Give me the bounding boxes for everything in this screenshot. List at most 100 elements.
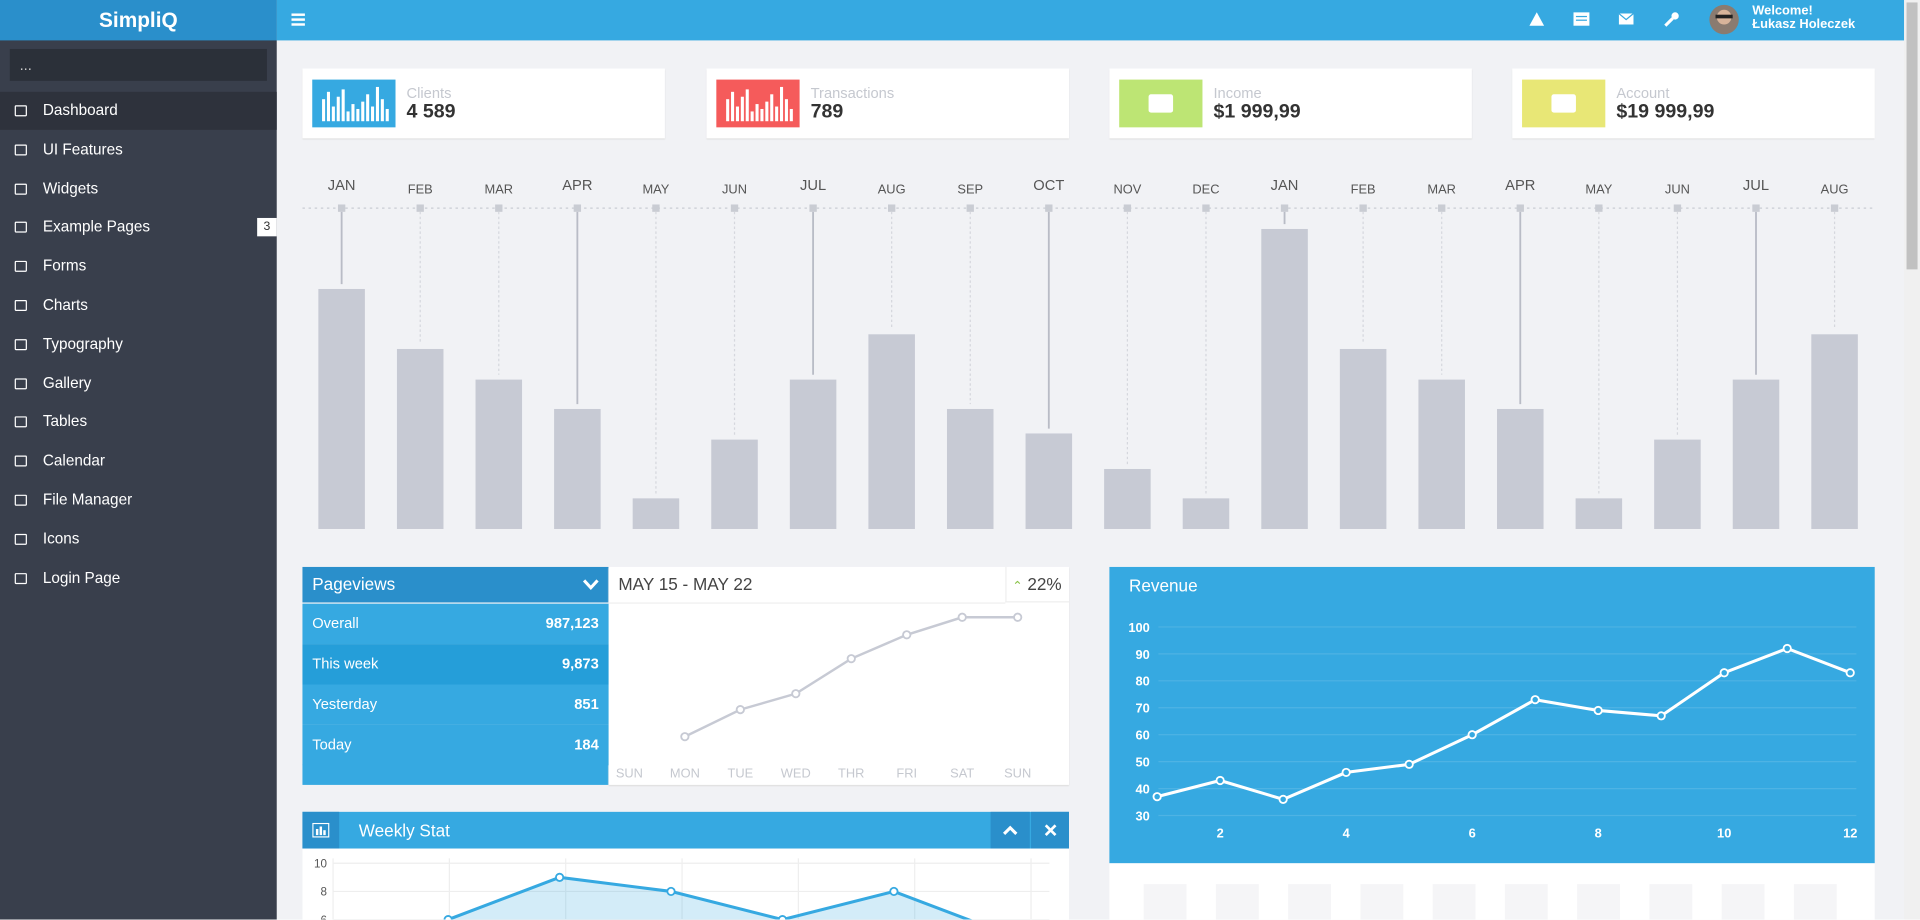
stat-value: 4 589 bbox=[406, 101, 456, 123]
nav-item[interactable]: Dashboard bbox=[0, 91, 277, 130]
revenue-line bbox=[1156, 646, 1851, 801]
x-tick-label: MON bbox=[670, 766, 700, 781]
bar bbox=[1575, 498, 1623, 529]
stat-card: Transactions 789 bbox=[706, 68, 1069, 139]
settings-icon[interactable] bbox=[1663, 11, 1680, 28]
stat-card: Clients 4 589 bbox=[302, 68, 665, 139]
nav-item[interactable]: Example Pages 3 bbox=[0, 209, 277, 247]
glyph-bar bbox=[755, 104, 759, 122]
tasks-icon[interactable] bbox=[1573, 12, 1590, 27]
stat-label: Income bbox=[1213, 84, 1262, 102]
nav-item[interactable]: Gallery bbox=[0, 364, 277, 402]
x-tick-label: 2 bbox=[1217, 826, 1224, 841]
point bbox=[1152, 792, 1162, 802]
y-tick-label: 90 bbox=[1136, 647, 1150, 662]
point bbox=[1341, 767, 1351, 778]
x-tick-label: SAT bbox=[950, 766, 974, 781]
point bbox=[846, 654, 856, 664]
point bbox=[1404, 759, 1414, 769]
glyph-bar bbox=[351, 104, 355, 122]
glyph-bar bbox=[784, 99, 788, 122]
nav-item[interactable]: Charts bbox=[0, 287, 277, 325]
month-marker bbox=[1359, 204, 1367, 212]
nav-item[interactable]: UI Features bbox=[0, 131, 277, 169]
x-tick-label: 12 bbox=[1843, 826, 1857, 841]
month-chart: JAN FEB MAR APR MAY JUN JUL AUG SEP OCT NOV DEC JAN F… bbox=[302, 178, 1875, 529]
search-box[interactable]: ... bbox=[9, 48, 267, 81]
stat-glyph bbox=[1148, 94, 1174, 113]
y-tick-label: 40 bbox=[1136, 781, 1150, 796]
point bbox=[1845, 668, 1855, 678]
stat-glyph bbox=[1551, 94, 1576, 113]
change-box: ⌃ 22% bbox=[1005, 566, 1069, 603]
nav-item[interactable]: Typography bbox=[0, 325, 277, 363]
stat-icon bbox=[716, 79, 800, 128]
scrollbar-thumb[interactable] bbox=[1906, 2, 1918, 270]
brand[interactable]: SimpliQ bbox=[0, 0, 277, 41]
user-name[interactable]: Łukasz Holeczek bbox=[1752, 17, 1856, 32]
pageviews-row: This week 9,873 bbox=[302, 644, 609, 685]
month-label: JUL bbox=[1743, 178, 1769, 194]
weekly-icon bbox=[302, 811, 340, 849]
stat-glyph bbox=[322, 86, 389, 122]
stat-card: Account $19 999,99 bbox=[1512, 68, 1875, 139]
nav-item[interactable]: Login Page bbox=[0, 559, 277, 597]
glyph-bar bbox=[780, 86, 784, 122]
point bbox=[1782, 643, 1792, 654]
pageviews-header[interactable]: Pageviews bbox=[302, 566, 609, 603]
point bbox=[1593, 705, 1603, 716]
y-tick-label: 80 bbox=[1136, 674, 1150, 689]
month-label: FEB bbox=[1351, 181, 1376, 196]
stat-label: Transactions bbox=[810, 84, 895, 102]
point bbox=[957, 612, 967, 622]
x-tick-label: THR bbox=[838, 766, 864, 781]
point bbox=[666, 886, 676, 897]
nav-item[interactable]: Tables bbox=[0, 403, 277, 441]
x-tick-label: 6 bbox=[1469, 826, 1476, 841]
nav-item[interactable]: Widgets bbox=[0, 170, 277, 208]
x-tick-label: WED bbox=[781, 766, 811, 781]
collapse-button[interactable] bbox=[990, 811, 1030, 849]
stat-card: Income $1 999,99 bbox=[1109, 68, 1472, 139]
y-tick-label: 10 bbox=[314, 858, 327, 871]
month-label: SEP bbox=[957, 181, 983, 196]
alert-icon[interactable] bbox=[1528, 11, 1545, 28]
glyph-bar bbox=[326, 91, 331, 122]
point bbox=[680, 732, 690, 742]
nav-item[interactable]: File Manager bbox=[0, 481, 277, 519]
nav-icon bbox=[14, 494, 27, 506]
bar bbox=[318, 288, 365, 529]
nav-item[interactable]: Icons bbox=[0, 520, 277, 558]
nav-label: Forms bbox=[42, 257, 87, 275]
nav-item[interactable]: Calendar bbox=[0, 442, 277, 480]
close-button[interactable] bbox=[1031, 811, 1069, 849]
month-marker bbox=[966, 204, 974, 212]
nav-item[interactable]: Forms bbox=[0, 248, 277, 286]
glyph-shape bbox=[1148, 94, 1174, 113]
change-value: 22% bbox=[1027, 574, 1062, 594]
month-marker bbox=[1752, 204, 1760, 212]
x-tick-label: TUE bbox=[727, 766, 753, 781]
nav-label: File Manager bbox=[42, 491, 133, 509]
point bbox=[791, 689, 801, 699]
stat-label: Clients bbox=[406, 84, 452, 102]
x-tick-label: SUN bbox=[616, 766, 643, 781]
nav-label: UI Features bbox=[42, 140, 123, 158]
row-value: 9,873 bbox=[562, 655, 599, 673]
pageviews-title: Pageviews bbox=[312, 574, 396, 594]
glyph-bar bbox=[726, 99, 730, 122]
point bbox=[1278, 794, 1288, 804]
menu-toggle[interactable] bbox=[291, 12, 306, 27]
month-marker bbox=[730, 204, 739, 212]
y-tick-label: 50 bbox=[1136, 755, 1150, 770]
row-value: 987,123 bbox=[545, 614, 599, 632]
divider bbox=[608, 602, 1006, 604]
mail-icon[interactable] bbox=[1618, 13, 1635, 26]
point bbox=[1719, 668, 1729, 678]
avatar[interactable] bbox=[1708, 4, 1740, 36]
chart-icon bbox=[312, 822, 330, 838]
month-marker bbox=[1202, 204, 1210, 212]
row-label: This week bbox=[312, 655, 379, 673]
chevron bbox=[582, 579, 599, 591]
